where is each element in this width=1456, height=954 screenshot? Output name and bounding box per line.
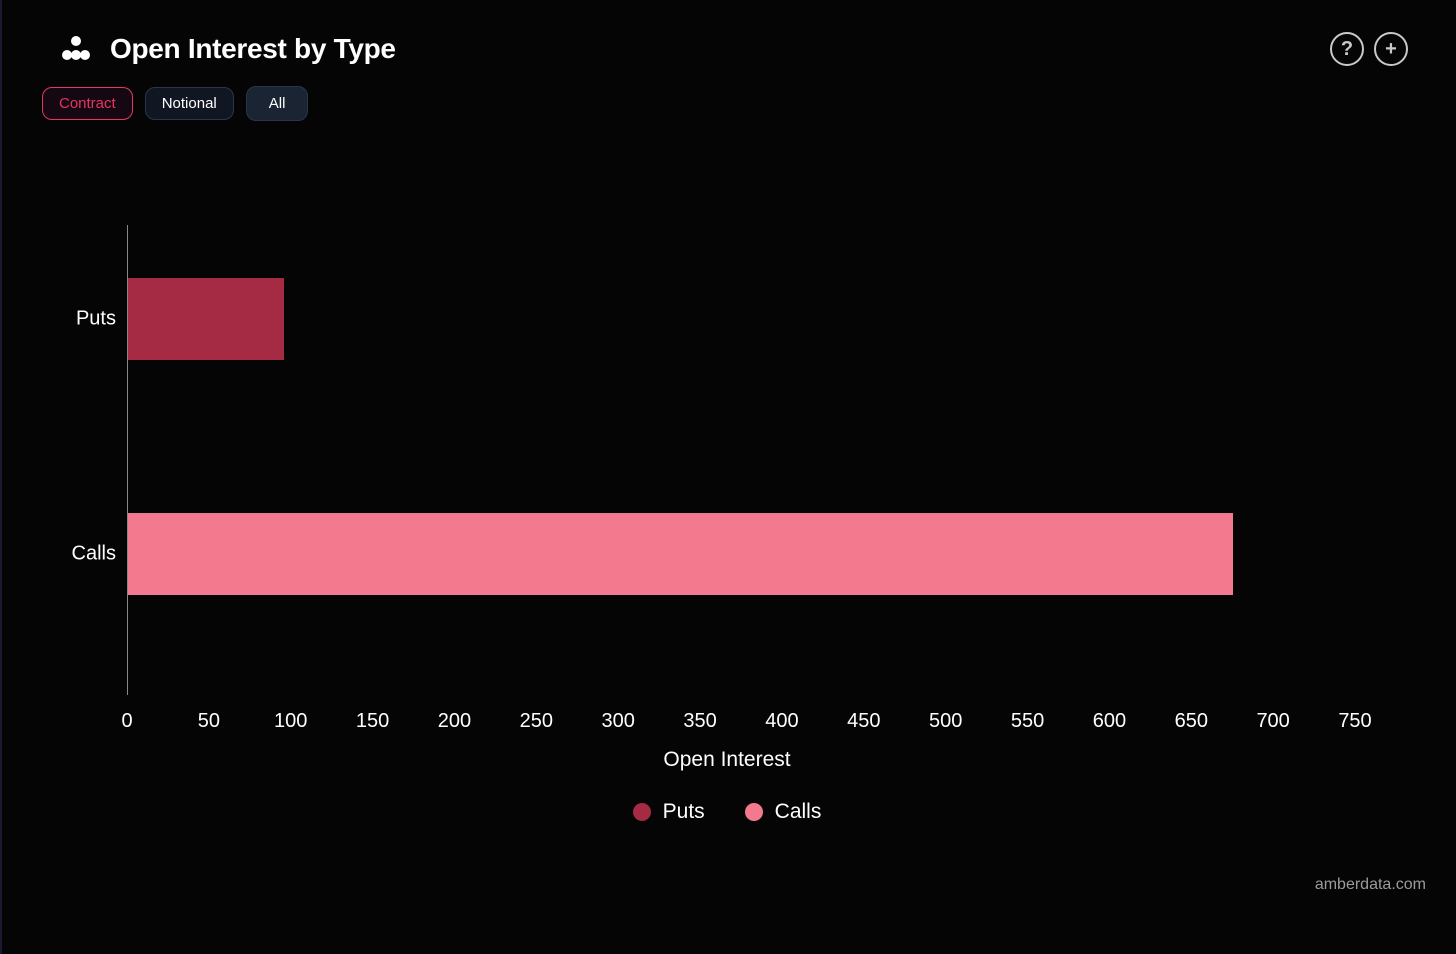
x-tick: 50 [198, 710, 220, 733]
help-icon: ? [1341, 38, 1353, 61]
header-actions: ? + [1330, 32, 1408, 66]
legend-label: Puts [663, 800, 705, 824]
x-tick: 650 [1175, 710, 1208, 733]
filter-notional-button[interactable]: Notional [145, 87, 234, 120]
x-tick: 700 [1256, 710, 1289, 733]
title-wrap: Open Interest by Type [58, 33, 396, 65]
x-tick: 750 [1338, 710, 1371, 733]
chart-plot: PutsCalls [127, 225, 1355, 695]
plus-icon: + [1385, 38, 1397, 61]
x-tick: 450 [847, 710, 880, 733]
x-tick: 0 [121, 710, 132, 733]
x-tick: 400 [765, 710, 798, 733]
bar-calls [128, 513, 1233, 595]
x-tick: 600 [1093, 710, 1126, 733]
legend-dot-icon [633, 803, 651, 821]
x-tick: 150 [356, 710, 389, 733]
x-axis-ticks: 0501001502002503003504004505005506006507… [127, 710, 1355, 740]
header: Open Interest by Type ? + [2, 0, 1456, 66]
x-axis-title: Open Interest [52, 748, 1402, 772]
filter-contract-button[interactable]: Contract [42, 87, 133, 120]
help-button[interactable]: ? [1330, 32, 1364, 66]
chart-area: PutsCalls 050100150200250300350400450500… [52, 210, 1402, 770]
y-label-calls: Calls [72, 543, 128, 566]
x-tick: 300 [602, 710, 635, 733]
filter-all-dropdown[interactable]: All [246, 86, 309, 121]
add-button[interactable]: + [1374, 32, 1408, 66]
y-label-puts: Puts [76, 308, 128, 331]
x-tick: 200 [438, 710, 471, 733]
x-tick: 100 [274, 710, 307, 733]
x-tick: 350 [683, 710, 716, 733]
x-tick: 500 [929, 710, 962, 733]
chart-legend: Puts Calls [52, 800, 1402, 824]
page-title: Open Interest by Type [110, 33, 396, 65]
bar-puts [128, 278, 284, 360]
legend-item-puts[interactable]: Puts [633, 800, 705, 824]
logo-icon [58, 35, 94, 63]
x-tick: 250 [520, 710, 553, 733]
legend-dot-icon [745, 803, 763, 821]
x-tick: 550 [1011, 710, 1044, 733]
filter-row: Contract Notional All [2, 66, 1456, 121]
legend-item-calls[interactable]: Calls [745, 800, 822, 824]
legend-label: Calls [775, 800, 822, 824]
watermark: amberdata.com [1315, 876, 1426, 894]
